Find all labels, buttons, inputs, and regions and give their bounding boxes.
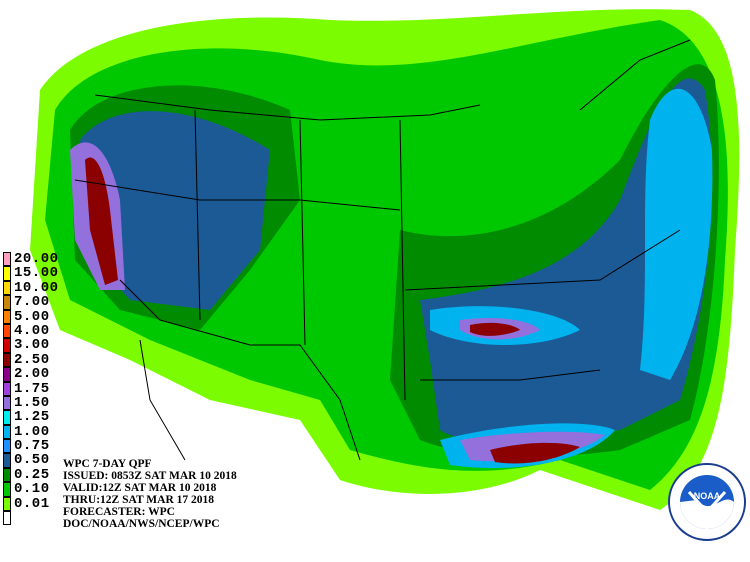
valid-time: VALID:12Z SAT MAR 10 2018 [63,482,217,494]
legend-item: 1.75 [3,380,63,397]
legend-item: 7.00 [3,294,63,311]
legend-item: 20.00 [3,251,63,267]
legend-item: 0.75 [3,438,63,455]
legend-value: 4.00 [14,322,50,339]
legend-value: 2.00 [14,366,50,383]
precip-legend: 20.00 15.00 10.00 7.00 5.00 4.00 3.00 2.50 2.00 1… [3,251,63,526]
credit: DOC/NOAA/NWS/NCEP/WPC [63,518,220,530]
legend-value: 2.50 [14,351,50,368]
legend-value: 1.75 [14,380,50,397]
legend-item: 4.00 [3,322,63,339]
legend-swatch [3,410,11,425]
legend-swatch [3,309,11,324]
noaa-logo: NOAA [668,463,746,541]
legend-item: 3.00 [3,337,63,354]
legend-value: 5.00 [14,308,50,325]
legend-item: 0.01 [3,495,63,512]
svg-text:NOAA: NOAA [694,491,721,501]
legend-item: 0.25 [3,466,63,483]
legend-value: 1.50 [14,394,50,411]
legend-swatch [3,424,11,440]
legend-item: 5.00 [3,308,63,325]
legend-value: 10.00 [14,279,59,296]
legend-item [3,511,63,526]
map-boundaries [74,39,691,461]
legend-swatch [3,367,11,382]
product-info: WPC 7-DAY QPF ISSUED: 0853Z SAT MAR 10 2… [63,458,237,530]
product-title: WPC 7-DAY QPF [63,458,152,470]
legend-swatch [3,511,11,526]
legend-value: 7.00 [14,294,50,311]
precip-0.50 [80,78,712,442]
legend-swatch [3,252,11,267]
legend-item: 0.10 [3,481,63,498]
legend-swatch [3,482,11,497]
legend-value: 0.25 [14,466,50,483]
legend-value: 1.25 [14,409,50,426]
legend-item: 2.00 [3,366,63,383]
legend-swatch [3,453,11,468]
legend-swatch [3,467,11,483]
legend-swatch [3,439,11,454]
legend-swatch [3,280,11,296]
legend-swatch [3,338,11,353]
legend-swatch [3,295,11,310]
legend-value: 0.10 [14,481,50,498]
legend-swatch [3,352,11,368]
legend-item: 15.00 [3,265,63,282]
issued-time: ISSUED: 0853Z SAT MAR 10 2018 [63,470,237,482]
thru-time: THRU:12Z SAT MAR 17 2018 [63,494,214,506]
legend-value: 15.00 [14,265,59,282]
legend-item: 1.25 [3,409,63,426]
legend-value: 20.00 [14,251,59,267]
legend-swatch [3,496,11,512]
legend-value: 3.00 [14,337,50,354]
legend-item: 10.00 [3,279,63,296]
legend-item: 0.50 [3,452,63,469]
legend-value: 0.01 [14,495,50,512]
legend-swatch [3,395,11,411]
legend-value: 1.00 [14,423,50,440]
forecaster: FORECASTER: WPC [63,506,175,518]
legend-item: 1.50 [3,394,63,411]
legend-swatch [3,266,11,281]
legend-item: 1.00 [3,423,63,440]
legend-swatch [3,323,11,339]
legend-item: 2.50 [3,351,63,368]
legend-swatch [3,381,11,396]
legend-value: 0.75 [14,438,50,455]
precip-2.50 [85,157,580,464]
legend-value: 0.50 [14,452,50,469]
